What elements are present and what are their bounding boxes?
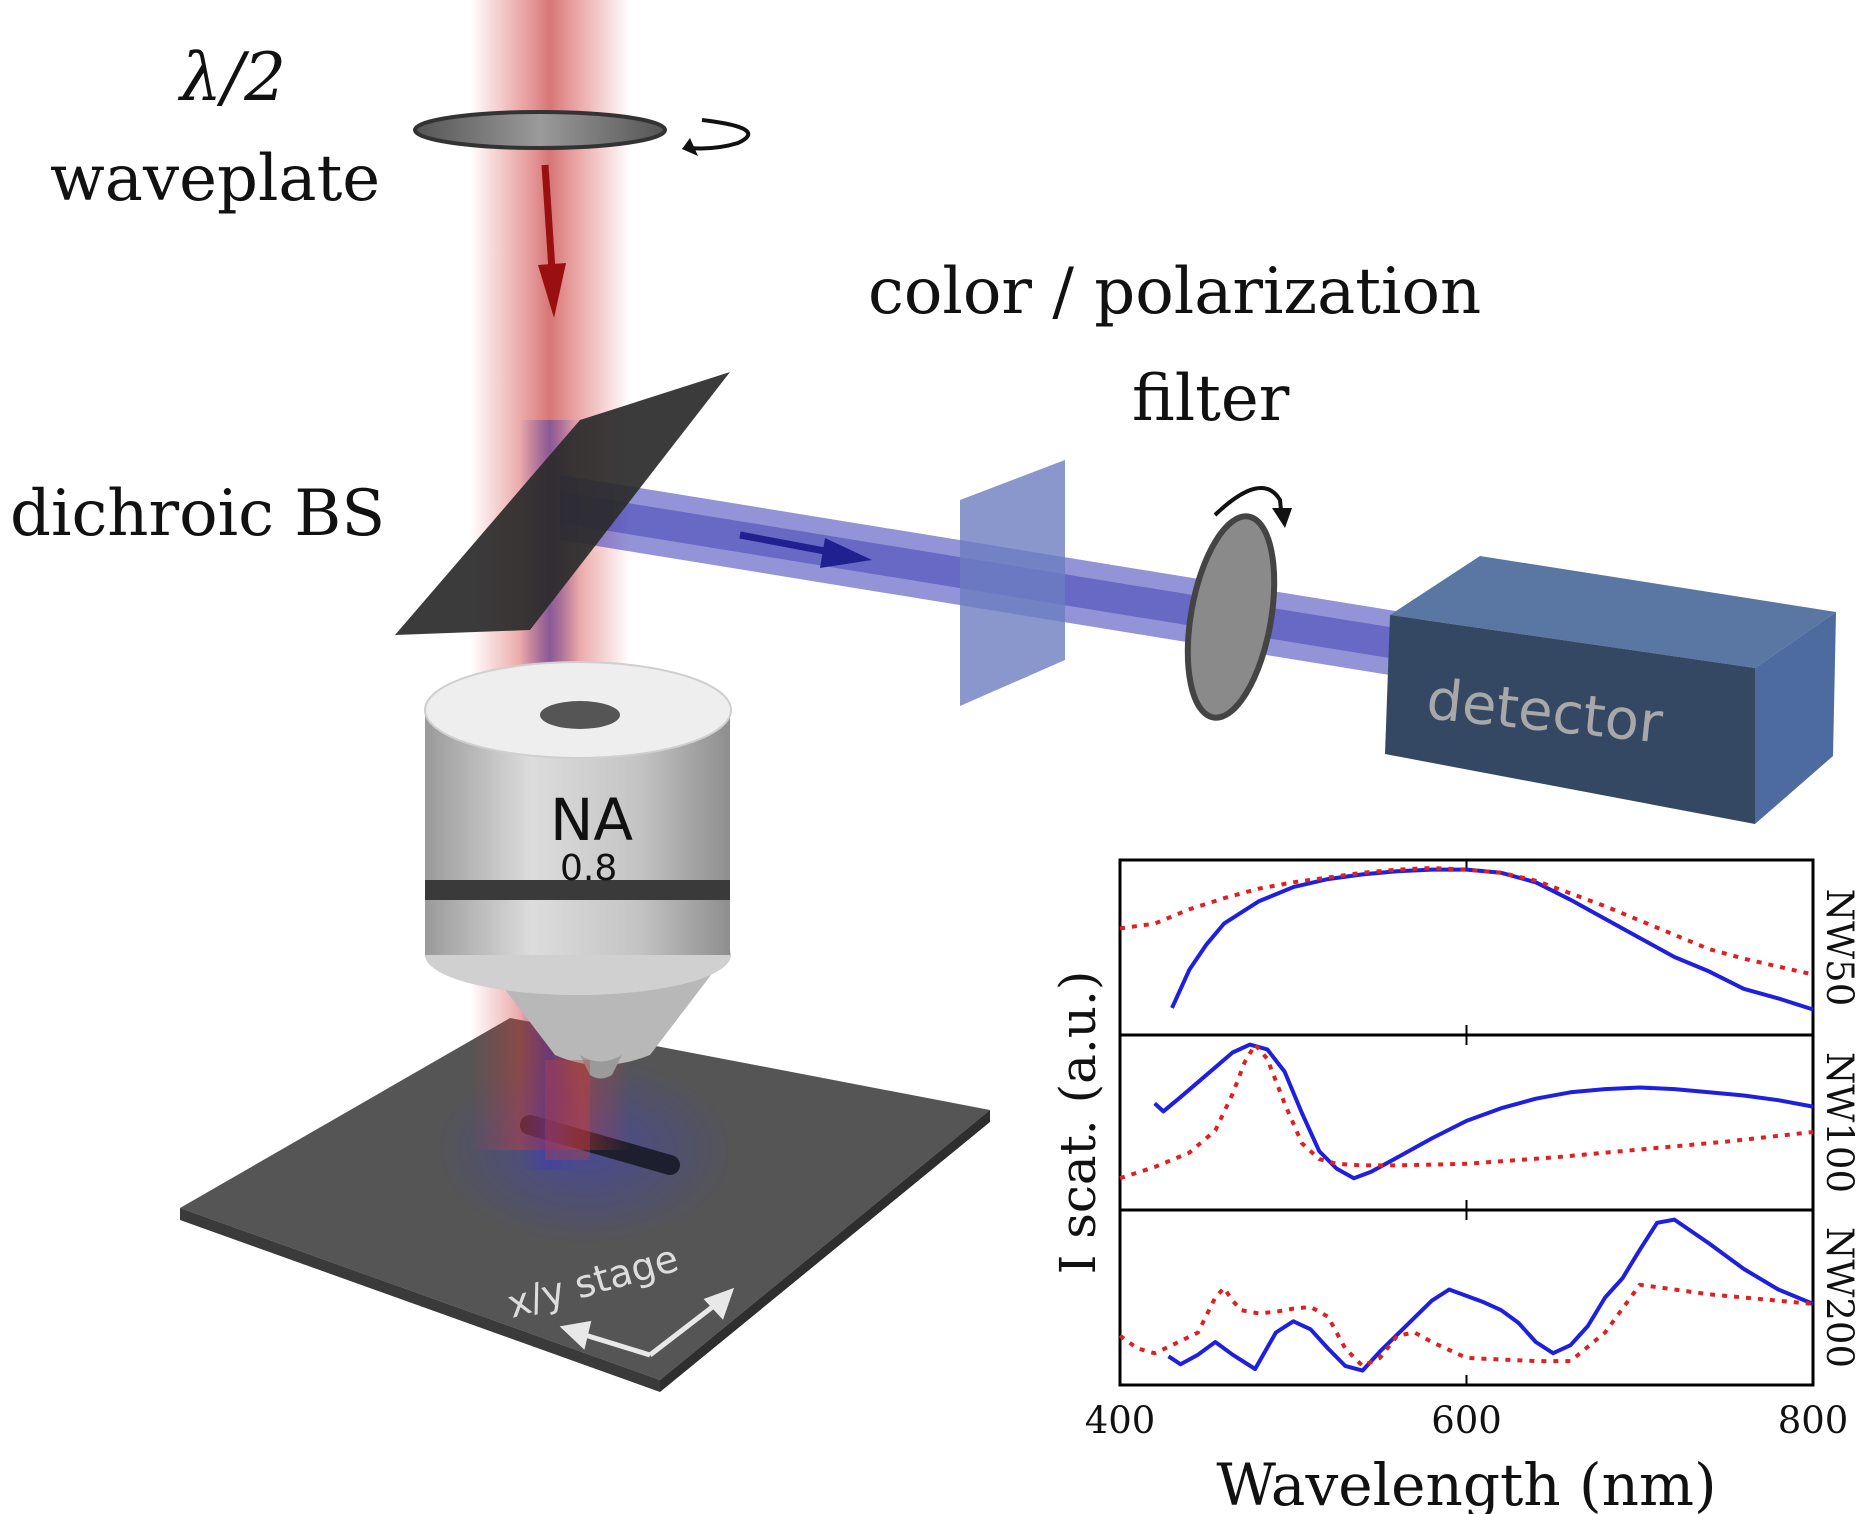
measured-spectrum-line <box>1170 867 1814 1012</box>
dichroic-beamsplitter <box>395 372 730 635</box>
laser-direction-arrow-icon <box>538 164 566 318</box>
x-axis-label: Wavelength (nm) <box>1216 1451 1716 1514</box>
rotation-arrow-icon <box>1213 486 1284 521</box>
simulated-spectrum-line <box>1118 1282 1814 1368</box>
measured-spectrum-line <box>1153 1042 1814 1181</box>
detector: detector <box>1385 556 1836 824</box>
y-axis-label: I scat. (a.u.) <box>1049 971 1107 1275</box>
panel-name-label: NW50 <box>1818 889 1861 1007</box>
color-filter <box>960 460 1065 706</box>
measured-spectrum-line <box>1167 1217 1814 1373</box>
stage-axes-icon <box>559 1287 735 1358</box>
x-tick-label: 600 <box>1431 1399 1502 1442</box>
beamsplitter-label: dichroic BS <box>10 477 385 551</box>
waveplate <box>413 110 751 156</box>
panel-frame <box>1118 858 1815 1037</box>
objective-lens: NA 0.8 <box>424 661 732 1079</box>
panel-name-label: NW100 <box>1818 1052 1861 1193</box>
polarization-filter <box>1184 486 1292 721</box>
simulated-spectrum-line <box>1119 866 1814 977</box>
focused-beam <box>545 1060 590 1160</box>
objective-na-label: NA <box>550 786 633 854</box>
signal-direction-arrow-icon <box>739 531 872 568</box>
filter-label-line2: filter <box>1132 362 1290 436</box>
filter-label-line1: color / polarization <box>868 255 1481 329</box>
scattering-spectra-chart: NW50 NW100 NW200 400 600 800 Wavelength (nm) I … <box>1049 858 1861 1514</box>
panel-name-label: NW200 <box>1818 1227 1861 1368</box>
waveplate-symbol: λ/2 <box>177 39 286 116</box>
x-tick-label: 800 <box>1778 1399 1849 1442</box>
rotation-arrow-icon <box>689 118 751 151</box>
objective-na-value: 0.8 <box>560 848 617 889</box>
x-tick-label: 400 <box>1085 1399 1156 1442</box>
simulated-spectrum-line <box>1119 1042 1814 1181</box>
waveplate-label: waveplate <box>50 142 380 216</box>
